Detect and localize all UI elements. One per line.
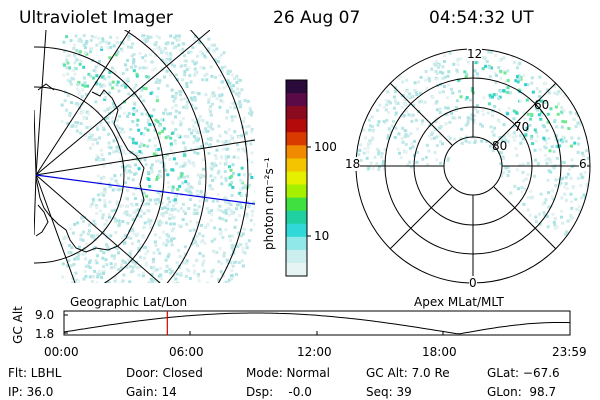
colorbar-cell <box>286 236 307 251</box>
mode-info: Mode: Normal <box>246 366 330 380</box>
mlt-label-6: 6 <box>579 157 587 171</box>
colorbar-unit-label: photon cm⁻²s⁻¹ <box>262 157 276 250</box>
right-panel-caption: Apex MLat/MLT <box>414 295 504 309</box>
colorbar-cell <box>286 106 307 120</box>
filter-info: Flt: LBHL <box>8 366 62 380</box>
observation-date: 26 Aug 07 <box>273 8 361 28</box>
altitude-plot <box>63 310 571 336</box>
colorbar-cell <box>286 210 307 225</box>
colorbar-cell <box>286 145 307 159</box>
altitude-ytick-1-8: 1.8 <box>35 327 55 341</box>
colorbar-label-10: 10 <box>314 229 330 243</box>
altitude-curve <box>63 312 571 335</box>
left-panel-caption: Geographic Lat/Lon <box>70 295 188 309</box>
coastline-north <box>37 83 55 91</box>
altitude-ytick-9: 9.0 <box>35 308 55 322</box>
colorbar-cell <box>286 171 307 186</box>
time-tick-1800: 18:00 <box>422 345 457 359</box>
colorbar-cell <box>286 132 307 146</box>
time-tick-0600: 06:00 <box>169 345 204 359</box>
door-info: Door: Closed <box>126 366 203 380</box>
time-tick-2359: 23:59 <box>552 345 587 359</box>
mlat-label-70: 70 <box>514 120 530 134</box>
observation-time: 04:54:32 UT <box>429 8 534 28</box>
colorbar-label-100: 100 <box>314 140 337 154</box>
auroral-emission-right <box>356 49 590 236</box>
mlat-label-80: 80 <box>492 139 508 153</box>
colorbar-cell <box>286 119 307 133</box>
geographic-map <box>34 30 255 283</box>
coastline-island <box>35 204 49 237</box>
instrument-title: Ultraviolet Imager <box>19 8 173 28</box>
mlt-label-12: 12 <box>467 47 483 61</box>
colorbar-cell <box>286 158 307 172</box>
apex-polar-plot <box>355 48 591 284</box>
coastline <box>35 89 145 253</box>
time-tick-0000: 00:00 <box>44 345 79 359</box>
altitude-ylabel: GC Alt <box>11 306 25 344</box>
colorbar-cell <box>286 262 307 277</box>
colorbar-cell <box>286 93 307 107</box>
glon-info: GLon: 98.7 <box>487 385 557 399</box>
noon-meridian-line <box>35 174 255 205</box>
gc-alt-info: GC Alt: 7.0 Re <box>366 366 450 380</box>
mlt-label-18: 18 <box>345 157 361 171</box>
colorbar-cell <box>286 184 307 199</box>
colorbar <box>285 79 311 277</box>
colorbar-cell <box>286 80 307 94</box>
colorbar-cell <box>286 223 307 238</box>
dsp-info: Dsp: -0.0 <box>246 385 312 399</box>
colorbar-cell <box>286 249 307 264</box>
lat-lon-grid <box>34 30 255 283</box>
ip-info: IP: 36.0 <box>8 385 54 399</box>
seq-info: Seq: 39 <box>366 385 412 399</box>
mlat-label-60: 60 <box>534 98 550 112</box>
time-tick-1200: 12:00 <box>297 345 332 359</box>
gain-info: Gain: 14 <box>126 385 177 399</box>
mlt-label-0: 0 <box>469 276 477 290</box>
glat-info: GLat: −67.6 <box>487 366 560 380</box>
colorbar-cell <box>286 197 307 212</box>
